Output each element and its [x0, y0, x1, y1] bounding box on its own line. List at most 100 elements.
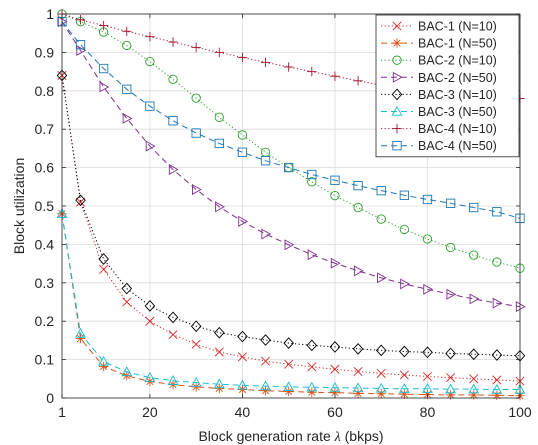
data-point-marker: [445, 383, 457, 394]
x-tick-label: 100: [508, 404, 532, 420]
data-point-marker: [329, 382, 341, 392]
legend-item: BAC-2 (N=10): [381, 54, 497, 68]
legend-item: BAC-4 (N=50): [381, 139, 497, 153]
data-point-marker: [399, 190, 409, 200]
data-point-marker: [260, 386, 271, 396]
data-point-marker: [306, 339, 318, 352]
data-point-marker: [99, 264, 109, 274]
data-point-marker: [99, 81, 110, 93]
data-point-marker: [284, 162, 294, 173]
series-2: [57, 208, 525, 401]
data-point-marker: [75, 327, 86, 338]
data-point-marker: [98, 20, 109, 31]
data-point-marker-stroke: [377, 390, 385, 398]
data-point-marker: [422, 383, 433, 393]
data-point-marker: [121, 282, 133, 295]
y-tick-label: 0.6: [35, 160, 55, 176]
data-point-marker: [445, 347, 456, 360]
data-point-marker: [75, 333, 86, 344]
data-point-marker: [237, 147, 248, 157]
data-point-marker-stroke: [285, 387, 293, 396]
data-point-marker: [168, 164, 179, 175]
data-point-marker: [468, 383, 480, 394]
data-point-marker: [168, 330, 178, 340]
data-point-marker: [144, 372, 156, 382]
data-point-marker: [237, 330, 248, 343]
data-point-marker: [237, 384, 248, 395]
data-point-marker-stroke: [353, 366, 363, 377]
series-line: [61, 75, 521, 382]
data-point-marker: [145, 101, 155, 111]
data-point-marker-stroke: [99, 264, 109, 274]
data-point-marker: [191, 128, 201, 138]
data-point-marker: [330, 71, 340, 81]
data-point-marker: [57, 16, 68, 28]
data-point-marker: [75, 15, 86, 25]
data-point-marker: [330, 175, 340, 185]
data-point-marker: [353, 180, 363, 191]
data-point-marker: [168, 74, 178, 84]
legend-item: BAC-3 (N=10): [381, 88, 497, 102]
axis-ticks: 1 20 40 60 80 100 0 0.1 0.2 0.3 0.4 0.5 0.6 0.7 0.8 0.9…: [35, 6, 532, 420]
data-point-marker: [469, 293, 480, 305]
x-tick-label: 60: [327, 404, 343, 420]
data-point-marker: [468, 348, 480, 361]
legend-marker: [392, 21, 402, 31]
legend-marker-stroke: [392, 21, 402, 31]
data-point-marker: [376, 185, 386, 196]
data-point-marker: [422, 346, 433, 359]
data-point-marker: [398, 383, 410, 393]
data-point-marker: [377, 272, 387, 284]
data-point-marker: [422, 194, 433, 205]
data-point-marker: [213, 378, 225, 389]
data-point-marker: [445, 242, 456, 253]
x-tick-label: 80: [420, 404, 436, 420]
x-tick-label: 1: [58, 404, 66, 420]
legend-label: BAC-2 (N=10): [418, 54, 497, 68]
y-tick-label: 0.9: [35, 44, 55, 60]
legend-marker: [392, 55, 402, 65]
data-point-marker: [445, 198, 456, 208]
data-point-marker: [98, 63, 109, 74]
data-point-marker-stroke: [307, 362, 317, 372]
data-point-marker: [353, 366, 363, 377]
data-point-marker: [307, 249, 318, 261]
data-point-marker: [190, 320, 202, 333]
data-point-marker: [400, 278, 410, 290]
data-point-marker-stroke: [168, 330, 178, 340]
x-tick-label: 20: [142, 404, 158, 420]
data-point-marker: [122, 26, 132, 36]
data-point-marker: [376, 214, 386, 224]
legend-label: BAC-4 (N=10): [418, 122, 497, 136]
data-point-marker: [399, 224, 409, 235]
data-point-marker: [399, 345, 410, 358]
data-point-marker-stroke: [145, 316, 155, 326]
legend-item: BAC-2 (N=50): [381, 71, 497, 85]
data-point-marker: [260, 57, 271, 68]
data-point-marker: [214, 347, 224, 357]
data-point-marker: [283, 62, 294, 72]
data-point-marker: [399, 389, 410, 399]
data-point-marker: [122, 297, 132, 307]
data-point-marker-stroke: [492, 375, 502, 385]
data-point-marker: [145, 140, 156, 152]
legend-item: BAC-3 (N=50): [381, 105, 497, 119]
data-point-marker: [422, 371, 432, 382]
data-point-marker: [260, 380, 272, 391]
data-point-marker: [145, 56, 155, 67]
y-tick-label: 0: [46, 390, 54, 406]
data-point-marker: [122, 40, 132, 51]
data-point-marker: [469, 250, 479, 260]
legend-item: BAC-4 (N=10): [381, 122, 497, 136]
data-point-marker-stroke: [354, 389, 362, 398]
series-1: [57, 70, 525, 386]
data-point-marker: [144, 299, 156, 312]
data-point-marker: [261, 228, 272, 240]
data-point-marker: [353, 202, 363, 213]
data-point-marker: [492, 390, 502, 401]
data-point-marker: [168, 37, 178, 47]
data-point-marker: [330, 387, 340, 398]
data-point-marker: [352, 382, 364, 393]
legend-marker: [392, 123, 402, 134]
grid-lines: [61, 13, 521, 399]
